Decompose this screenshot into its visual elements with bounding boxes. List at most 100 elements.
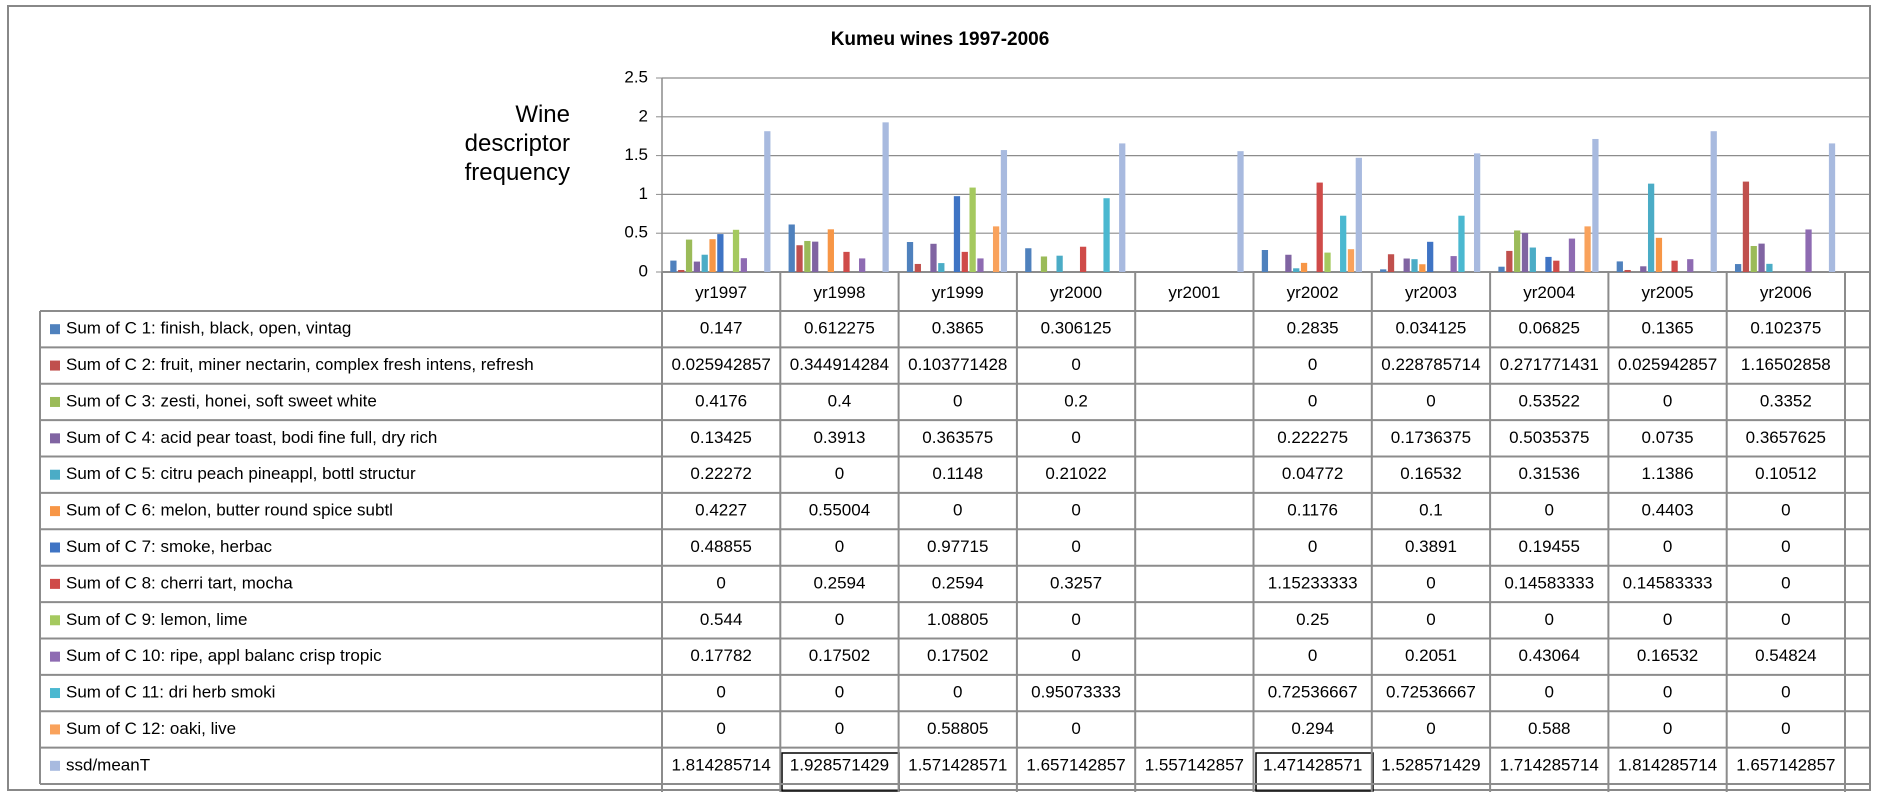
legend-key: [50, 615, 60, 626]
bar: [1766, 263, 1773, 272]
table-value: 0: [835, 683, 844, 702]
table-value: 0: [835, 464, 844, 483]
table-value: 0: [1426, 391, 1435, 410]
table-value: 0.2: [1064, 391, 1088, 410]
table-value: 0: [1426, 610, 1435, 629]
bar: [788, 224, 795, 272]
table-value: 0: [1308, 355, 1317, 374]
legend-label: Sum of C 2: fruit, miner nectarin, compl…: [66, 355, 534, 374]
table-value: 0.228785714: [1381, 355, 1480, 374]
bar: [1324, 252, 1331, 272]
table-value: 0.363575: [922, 428, 993, 447]
legend-label: Sum of C 4: acid pear toast, bodi fine f…: [66, 428, 437, 447]
table-value: 0.16532: [1400, 464, 1461, 483]
bar: [717, 234, 724, 272]
table-value: 0.2835: [1287, 319, 1339, 338]
bar: [969, 187, 976, 272]
table-value: 0.4176: [695, 391, 747, 410]
table-value: 0: [1071, 428, 1080, 447]
bar: [1750, 245, 1757, 272]
table-value: 0.1736375: [1391, 428, 1471, 447]
bar: [796, 245, 803, 272]
table-value: 0.17502: [809, 646, 870, 665]
legend-key: [50, 324, 60, 335]
bar: [843, 251, 850, 272]
bar: [1355, 157, 1362, 272]
table-value: 0: [1781, 719, 1790, 738]
bar: [1592, 138, 1599, 272]
y-tick-label: 0: [639, 261, 648, 280]
bar: [1293, 268, 1300, 272]
bar: [693, 261, 701, 272]
table-value: 0.4403: [1642, 501, 1694, 520]
table-value: 0: [953, 391, 962, 410]
y-tick-label: 2: [639, 106, 648, 125]
bar: [1506, 250, 1513, 272]
table-value: 0: [1781, 610, 1790, 629]
table-value: 0.58805: [927, 719, 988, 738]
table-value: 0: [1663, 391, 1672, 410]
table-value: 0.2594: [813, 573, 865, 592]
legend-label: Sum of C 9: lemon, lime: [66, 610, 247, 629]
bar: [1411, 259, 1418, 272]
legend-key: [50, 724, 60, 735]
table-value: 0.102375: [1750, 319, 1821, 338]
table-value: 0.53522: [1519, 391, 1580, 410]
table-value: 1.16502858: [1741, 355, 1831, 374]
table-value: 0.3891: [1405, 537, 1457, 556]
y-tick-label: 1.5: [624, 145, 648, 164]
table-value: 0.14583333: [1504, 573, 1594, 592]
table-value: 0: [1545, 501, 1554, 520]
bar: [1647, 183, 1655, 272]
table-value: 0.3657625: [1746, 428, 1826, 447]
bar: [685, 239, 693, 272]
bar: [1758, 243, 1765, 272]
table-value: 0: [835, 537, 844, 556]
legend-label: Sum of C 8: cherri tart, mocha: [66, 573, 293, 592]
legend-key: [50, 360, 60, 371]
table-value: 1.557142857: [1145, 755, 1244, 774]
annotation-box: [1255, 752, 1374, 792]
legend-key: [50, 688, 60, 699]
bar: [1498, 266, 1505, 272]
table-value: 0.17782: [690, 646, 751, 665]
x-tick-label: yr1998: [813, 283, 865, 302]
bar: [812, 241, 819, 272]
table-value: 0.1: [1419, 501, 1443, 520]
legend-key: [50, 396, 60, 407]
table-value: 0.04772: [1282, 464, 1343, 483]
legend-label: Sum of C 3: zesti, honei, soft sweet whi…: [66, 391, 377, 410]
bar: [1545, 256, 1552, 272]
table-value: 0: [953, 501, 962, 520]
bar: [1624, 269, 1631, 272]
table-value: 1.814285714: [672, 755, 771, 774]
table-value: 1.657142857: [1026, 755, 1125, 774]
table-value: 0.55004: [809, 501, 870, 520]
table-value: 0: [1071, 501, 1080, 520]
chart-title: Kumeu wines 1997-2006: [831, 29, 1050, 50]
table-value: 0: [716, 573, 725, 592]
table-value: 1.1386: [1642, 464, 1694, 483]
table-value: 0: [1071, 355, 1080, 374]
table-value: 0.3352: [1760, 391, 1812, 410]
bar: [1473, 153, 1481, 272]
table-value: 0.25: [1296, 610, 1329, 629]
x-tick-label: yr2006: [1760, 283, 1812, 302]
table-value: 0.3257: [1050, 573, 1102, 592]
bar: [1450, 256, 1457, 272]
bar: [992, 226, 1000, 272]
table-value: 1.15233333: [1268, 573, 1358, 592]
table-value: 0.294: [1291, 719, 1334, 738]
bar: [1261, 250, 1269, 272]
bar: [1640, 266, 1647, 272]
table-value: 0: [1545, 610, 1554, 629]
bar: [1403, 258, 1410, 272]
legend-label: ssd/meanT: [66, 755, 150, 774]
x-tick-label: yr1999: [932, 283, 984, 302]
table-value: 0.612275: [804, 319, 875, 338]
table-value: 0.5035375: [1509, 428, 1589, 447]
table-value: 0.22272: [690, 464, 751, 483]
bar: [1553, 260, 1560, 272]
table-value: 0: [1663, 537, 1672, 556]
table-value: 1.714285714: [1500, 755, 1599, 774]
